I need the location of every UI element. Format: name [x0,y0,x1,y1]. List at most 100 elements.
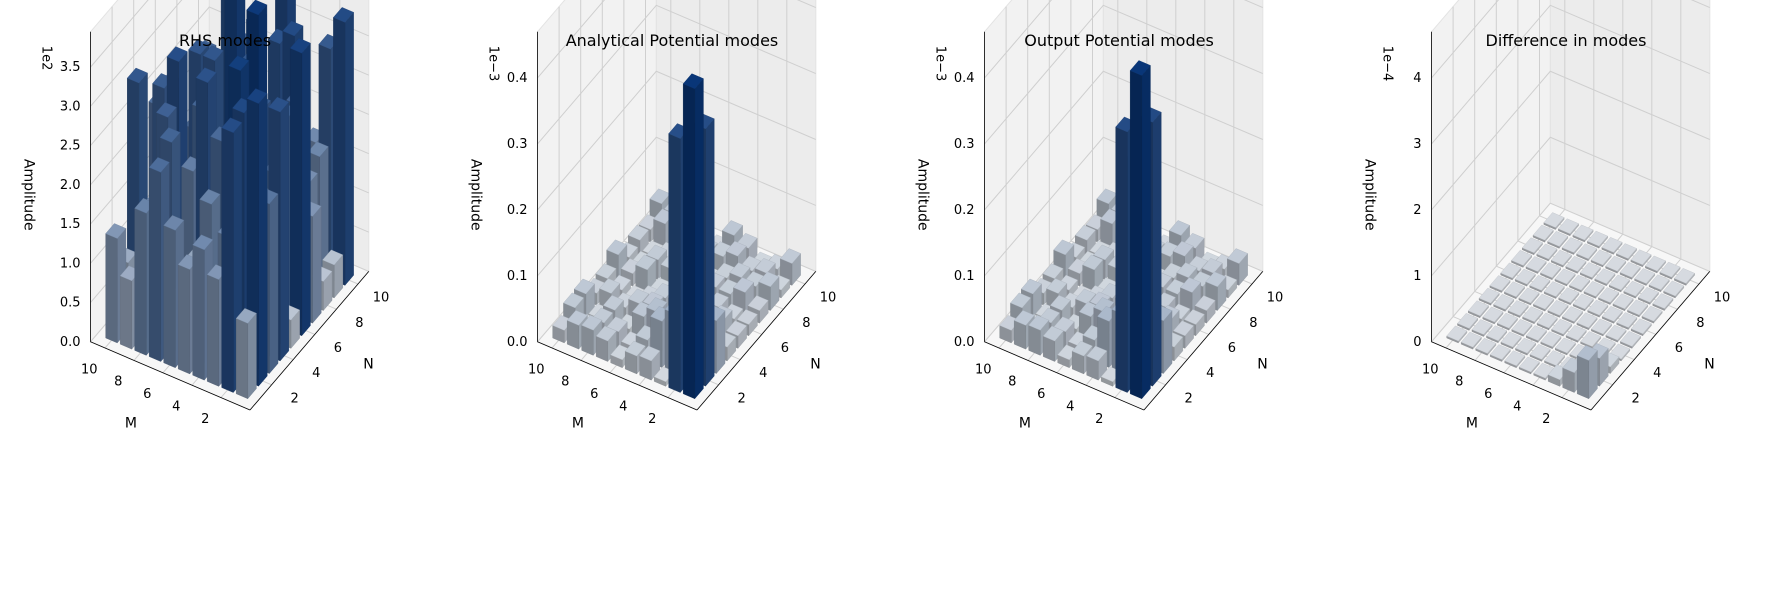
bar-m9-n1 [1460,331,1482,350]
bar-m7-n2 [1500,331,1522,350]
panel-title: RHS modes [179,31,271,50]
bar-face-top [595,263,617,279]
bar-m1-n6 [289,37,311,337]
bar-face-side [247,312,257,400]
m-tick-label: 8 [114,375,122,390]
bar-face-front [581,324,594,356]
bar-m10-n9 [1532,224,1554,243]
bar-face-top [333,7,354,23]
bar-m10-n3 [1467,300,1489,319]
bar-face-top [1565,325,1587,341]
bar-face-top [1518,356,1540,373]
bar-face-top [1543,212,1565,228]
bar-face-top [646,297,668,313]
m-axis-line [537,341,698,411]
n-tick-label: 2 [738,391,746,406]
bar-face-top [628,288,650,305]
bar-face-top [282,20,304,37]
bar-face-top [581,314,603,331]
bar-m6-n8 [1579,262,1601,281]
bar-face-top [1201,257,1223,274]
bar-face-top [1547,300,1569,316]
z-gridline [984,136,1263,277]
z-gridline [537,70,816,211]
m-axis-label: M [1466,416,1478,432]
bar-face-top [1457,313,1479,329]
bar-face-top [1028,314,1050,331]
bar-face-top [1652,293,1674,309]
bar-face-top [733,277,755,293]
n-tick-label: 2 [1632,391,1640,406]
bar-face-top [221,117,243,133]
bar-face-top [1558,218,1579,234]
bar-m5-n8 [1594,268,1616,287]
bar-face-top [726,320,747,337]
bar-face-top [624,340,646,357]
bar-m1-n6 [1630,318,1652,337]
bar-face-front [148,167,161,362]
bar-face-top [1496,312,1518,329]
bar-face-front [235,318,248,400]
bar-m6-n10 [1601,237,1623,255]
bar-m7-n4 [1522,306,1544,325]
z-tick-label: 0.4 [507,71,528,86]
bar-m8-n7 [1540,262,1562,281]
bar-face-top [1511,319,1533,335]
bar-m7-n1 [1042,325,1064,363]
z-tick-label: 1 [1413,269,1421,284]
bar-face-front [1576,355,1589,400]
bar-m6-n3 [1525,325,1547,344]
bar-face-top [1205,271,1227,288]
bar-face-top [1590,249,1612,266]
bar-m10-n4 [1478,287,1500,306]
bar-m8-n1 [1475,338,1497,356]
m-tick-label: 4 [172,400,180,415]
panel-1: 2468102468100.00.51.01.52.02.53.03.5MNAm… [21,0,389,432]
bar-face-top [1641,305,1663,322]
bar-m8-n3 [1496,312,1518,331]
bar-m1-n1 [1129,60,1151,400]
m-axis-line [90,341,251,411]
bar-m2-n8 [1637,287,1659,305]
z-gridline [1431,202,1710,343]
bar-m7-n7 [1554,268,1576,287]
z-gridline [1431,136,1710,277]
bar-face-top [1042,325,1064,342]
bar-face-top [1010,292,1032,309]
bar-m4-n3 [1554,337,1576,356]
z-tick-label: 0.0 [507,335,528,350]
bar-face-top [573,278,595,295]
bar-face-top [1515,337,1537,354]
n-tick-label: 4 [312,366,320,381]
bar-face-top [1471,319,1493,335]
bar-face-side [312,205,322,324]
bar-face-top [1659,261,1681,278]
bar-m10-n1 [1446,325,1468,344]
m-tick-label: 2 [1095,412,1103,427]
bar-face-top [1489,344,1511,360]
bar-m3-n10 [1645,255,1666,274]
bar-face-top [649,188,671,205]
z-axis-label: Amplitude [468,159,484,231]
bars [552,73,801,400]
bar-face-top [1630,249,1652,265]
n-tick-label: 8 [355,316,363,331]
bar-face-top [1467,300,1489,316]
bar-face-top [1172,240,1194,257]
bar-m8-n2 [1486,325,1508,344]
n-tick-label: 6 [1675,341,1683,356]
bar-face-top [1561,237,1583,253]
bar-face-top [1569,274,1591,291]
bar-face-top [1637,287,1659,303]
n-tick-label: 8 [802,316,810,331]
bar-face-front [177,264,190,375]
bar-face-top [1674,268,1695,284]
bar-m10-n7 [1511,250,1533,268]
bar-face-top [1554,337,1576,354]
bar-face-top [1046,278,1068,294]
bar-face-side [344,11,354,286]
bar-face-top [1612,293,1634,309]
bar-face-top [729,262,751,278]
z-gridline [537,136,816,277]
